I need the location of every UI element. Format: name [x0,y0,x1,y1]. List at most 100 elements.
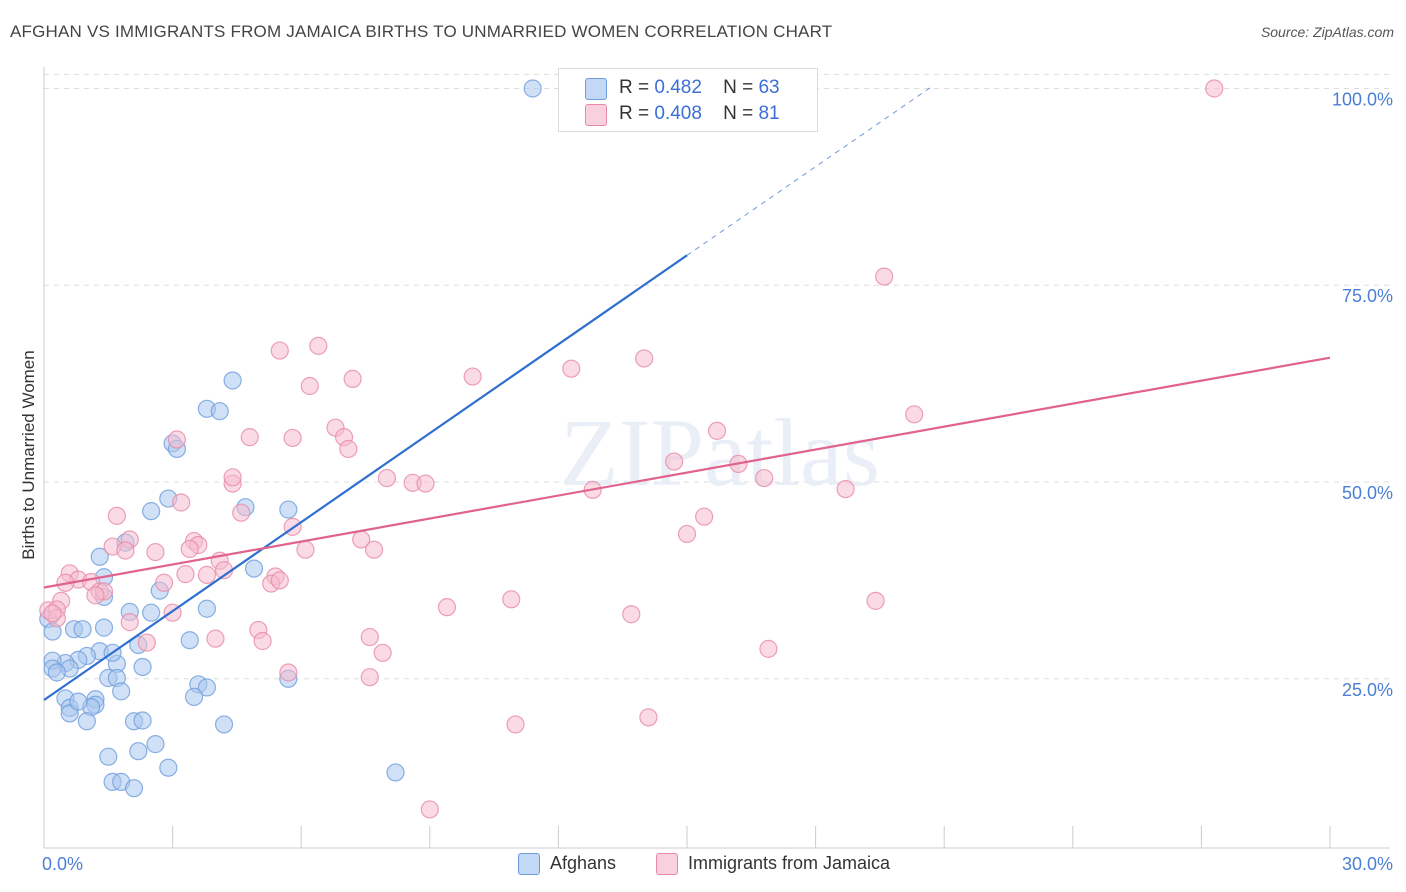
jamaica-legend-label: Immigrants from Jamaica [688,853,891,873]
afghans-point [47,663,66,682]
afghans-point [99,747,118,766]
afghans-point [214,715,234,734]
jamaica-point [502,590,521,609]
jamaica-point [206,629,225,648]
afghans-point [146,735,165,754]
x-tick-label: 30.0% [1342,854,1393,874]
jamaica-point [875,267,894,286]
afghans-point [210,402,229,421]
afghans-point [94,618,114,637]
afghans-point [133,657,152,677]
jamaica-r-label: R = [619,103,650,124]
jamaica-point [296,540,315,559]
afghans-point [159,758,178,777]
jamaica-point [232,503,251,522]
grid-lines [44,73,1390,680]
jamaica-point [759,639,778,658]
jamaica-point [695,507,714,526]
jamaica-point [1205,79,1224,98]
jamaica-legend-swatch [656,853,678,875]
jamaica-point [253,631,272,651]
afghans-legend-swatch [518,853,540,875]
jamaica-point [309,336,328,355]
tick-labels: 25.0% 50.0% 75.0% 100.0% 0.0% 30.0% [42,89,1393,874]
afghans-stats: R = 0.482 N = 63 [619,77,780,99]
jamaica-n-label: N = [723,103,754,124]
afghans-point [244,559,264,578]
jamaica-point [836,479,855,499]
jamaica-point [463,367,482,386]
jamaica-point [416,474,435,493]
jamaica-point [176,565,195,584]
jamaica-point [364,540,384,559]
afghans-point [523,79,542,98]
afghans-point [77,712,96,731]
jamaica-point [360,627,379,647]
jamaica-point [43,604,62,623]
y-tick-label: 75.0% [1342,286,1393,306]
afghans-point [124,779,144,798]
jamaica-point [154,573,174,592]
afghans-point [386,763,405,782]
jamaica-point [116,541,135,560]
afghans-point [142,603,161,622]
afghans-point [69,692,88,711]
y-axis-label: Births to Unmarried Women [19,350,38,559]
jamaica-point [279,663,298,682]
jamaica-r-value: 0.408 [654,103,702,124]
jamaica-point [120,613,139,632]
jamaica-point [146,542,165,562]
jamaica-point [905,405,924,424]
afghans-point [133,711,152,730]
afghans-n-label: N = [723,77,754,98]
jamaica-point [373,643,392,662]
afghans-point [129,742,148,761]
afghans-point [90,547,109,566]
x-tick-label: 0.0% [42,854,83,874]
afghans-point [279,500,298,519]
stats-legend: R = 0.482 N = 63 R = 0.408 N = 81 [558,68,818,132]
jamaica-point [639,708,658,727]
watermark: ZIPatlas [560,399,880,506]
jamaica-point [197,565,216,584]
afghans-legend-label: Afghans [550,853,617,873]
afghans-swatch [585,78,607,100]
afghans-r-label: R = [619,77,650,98]
afghans-r-value: 0.482 [654,77,702,98]
jamaica-point [137,633,156,652]
jamaica-point [283,428,302,448]
afghans-point [73,620,92,639]
jamaica-point [172,493,191,512]
jamaica-point [339,439,358,459]
afghans-point [197,599,216,618]
afghans-n-value: 63 [758,77,780,98]
jamaica-point [167,430,186,449]
jamaica-swatch [585,104,607,126]
jamaica-point [506,715,525,734]
jamaica-n-value: 81 [758,103,780,124]
afghans-point [184,687,204,706]
jamaica-point [707,421,727,440]
jamaica-point [223,468,242,487]
jamaica-point [343,369,362,389]
trend-lines [43,86,1331,701]
jamaica-point [360,668,379,687]
afghans-point [142,502,161,521]
jamaica-point [300,376,319,396]
jamaica-point [635,349,654,368]
jamaica-point [377,468,397,488]
jamaica-point [622,605,641,624]
afghans-point [180,631,199,650]
chart-title: AFGHAN VS IMMIGRANTS FROM JAMAICA BIRTHS… [10,22,833,41]
jamaica-point [755,468,774,488]
jamaica-point [180,539,199,559]
afghans-trend-line [43,254,688,701]
source-credit: Source: ZipAtlas.com [1260,24,1394,40]
y-tick-label: 50.0% [1342,483,1393,503]
jamaica-point [665,452,684,471]
jamaica-point [270,341,289,360]
afghans-point [112,682,131,701]
afghans-point [223,371,242,390]
jamaica-point [86,586,105,605]
